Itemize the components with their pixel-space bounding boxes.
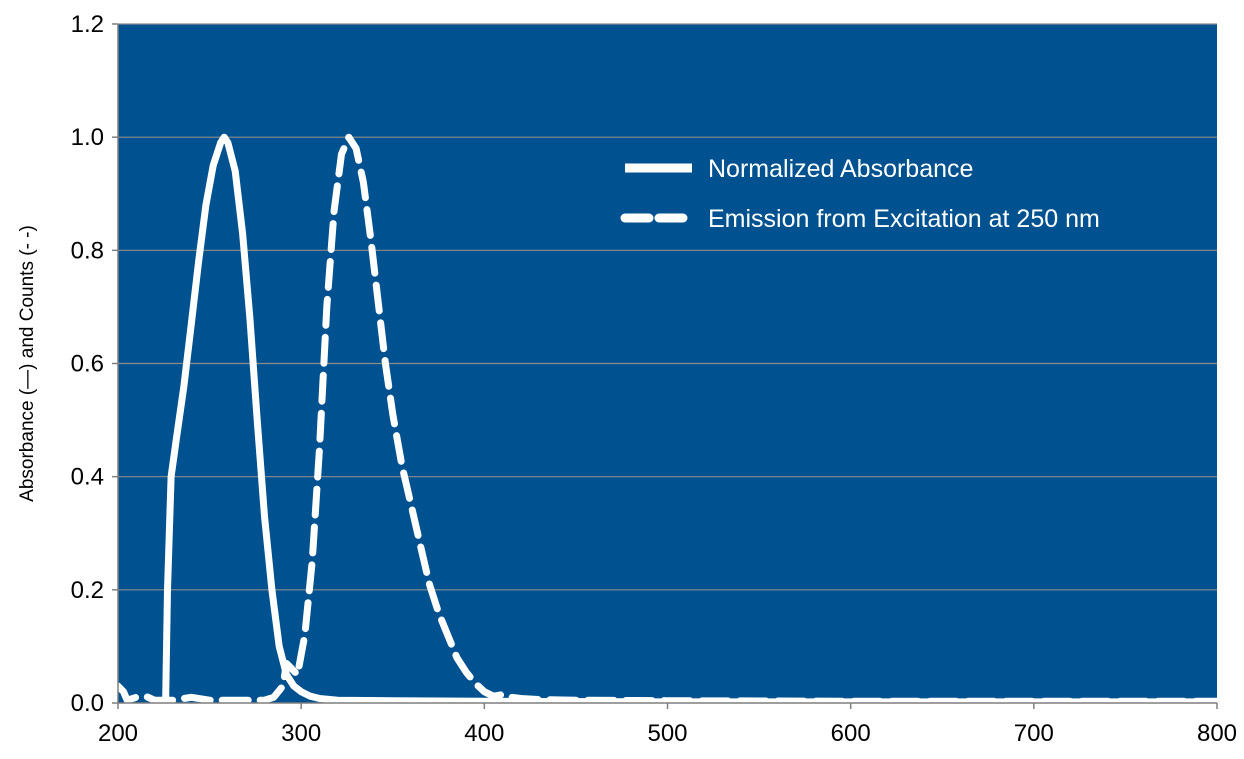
series-line-emission: [114, 133, 1221, 705]
gridlines: [118, 23, 1217, 591]
x-tick-label: 400: [464, 720, 504, 747]
x-tick-label: 700: [1014, 720, 1054, 747]
y-tick-label: 0.4: [71, 464, 104, 491]
x-tick-label: 300: [281, 720, 321, 747]
y-tick-label: 1.2: [71, 11, 104, 38]
y-tick-label: 1.0: [71, 124, 104, 151]
legend-label-emission: Emission from Excitation at 250 nm: [708, 205, 1100, 233]
y-tick-labels: 0.0 0.2 0.4 0.6 0.8 1.0 1.2: [71, 11, 104, 717]
x-tick-label: 200: [98, 720, 138, 747]
series-line-normalized-absorbance: [162, 133, 1217, 706]
axes: [112, 23, 1218, 709]
y-tick-label: 0.0: [71, 690, 104, 717]
y-axis-title: Absorbance (—) and Counts (- -): [17, 225, 38, 502]
legend-label-normalized-absorbance: Normalized Absorbance: [708, 155, 973, 183]
y-tick-label: 0.6: [71, 351, 104, 378]
x-tick-labels: 200 300 400 500 600 700 800: [98, 720, 1237, 747]
x-tick-label: 800: [1197, 720, 1237, 747]
y-tick-label: 0.8: [71, 237, 104, 264]
x-tick-label: 600: [831, 720, 871, 747]
x-tick-label: 500: [647, 720, 687, 747]
legend: Normalized Absorbance Emission from Exci…: [620, 155, 1100, 233]
series-layer: [114, 133, 1221, 706]
y-tick-label: 0.2: [71, 577, 104, 604]
